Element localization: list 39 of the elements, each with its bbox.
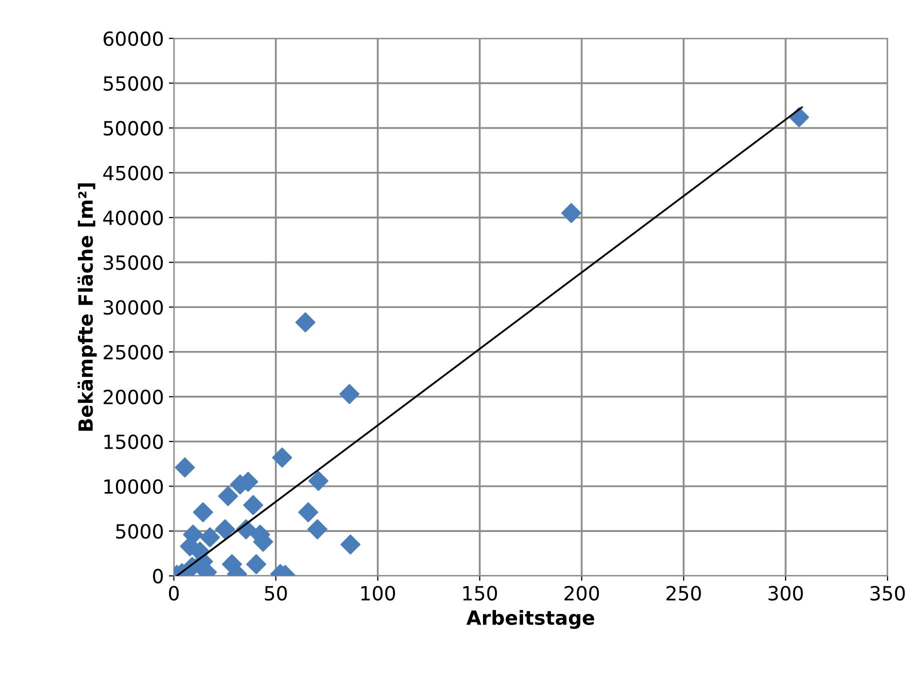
point — [193, 502, 214, 522]
point — [340, 534, 360, 555]
x-axis-title: Arbeitstage — [466, 610, 594, 629]
y-axis-title: Bekämpfte Fläche [m²] — [78, 183, 97, 431]
y-tick-label: 5000 — [116, 524, 163, 539]
point — [295, 312, 316, 332]
point — [215, 519, 236, 540]
point — [307, 519, 328, 540]
point — [174, 457, 195, 478]
point — [272, 448, 292, 468]
point — [200, 527, 220, 548]
x-tick-label: 150 — [463, 586, 497, 601]
point — [298, 502, 318, 522]
y-tick-label: 40000 — [103, 210, 163, 226]
x-tick-label: 100 — [361, 586, 396, 601]
x-tick-label: 50 — [264, 586, 287, 601]
point — [789, 107, 810, 128]
x-tick-label: 250 — [666, 586, 701, 601]
point — [308, 470, 328, 491]
y-tick-label: 30000 — [104, 300, 163, 315]
y-tick-label: 10000 — [104, 479, 163, 494]
point — [243, 495, 264, 516]
y-tick-label: 50000 — [104, 120, 163, 136]
x-tick-label: 200 — [564, 586, 599, 601]
x-tick-label: 350 — [870, 586, 905, 601]
y-tick-label: 35000 — [104, 255, 163, 270]
y-tick-label: 25000 — [104, 344, 163, 360]
y-tick-label: 20000 — [104, 390, 163, 404]
y-tick-label: 0 — [153, 568, 163, 584]
y-tick-label: 15000 — [104, 434, 163, 450]
y-tick-label: 60000 — [104, 31, 163, 46]
x-tick-label: 300 — [768, 586, 803, 601]
point — [218, 486, 238, 506]
y-tick-label: 55000 — [104, 76, 163, 91]
point — [339, 384, 360, 404]
point — [246, 554, 266, 574]
point — [561, 203, 582, 224]
y-tick-label: 45000 — [103, 166, 163, 180]
x-tick-label: 0 — [168, 586, 179, 601]
